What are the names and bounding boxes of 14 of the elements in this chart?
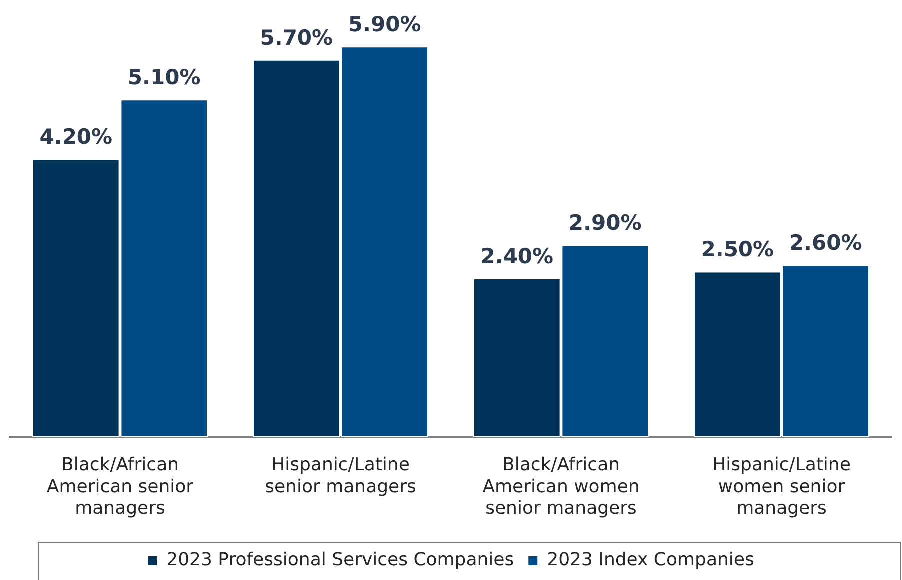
- data-label: 2.40%: [480, 244, 554, 268]
- data-label: 5.70%: [260, 26, 334, 50]
- legend-label: 2023 Index Companies: [547, 550, 754, 571]
- data-label: 2.90%: [568, 211, 642, 236]
- data-label: 2.50%: [701, 238, 774, 262]
- x-tick-label: Hispanic/Latine senior managers: [265, 454, 416, 498]
- data-label: 5.90%: [348, 12, 422, 37]
- x-tick-label: Hispanic/Latine women senior managers: [712, 454, 851, 519]
- data-label: 5.10%: [128, 66, 201, 90]
- data-label: 2.60%: [789, 231, 862, 256]
- x-tick-label: Black/African American senior managers: [46, 454, 194, 519]
- legend-label: 2023 Professional Services Companies: [166, 550, 514, 571]
- x-tick-label: Black/African American women senior managers: [482, 454, 640, 519]
- data-label: 4.20%: [40, 125, 113, 150]
